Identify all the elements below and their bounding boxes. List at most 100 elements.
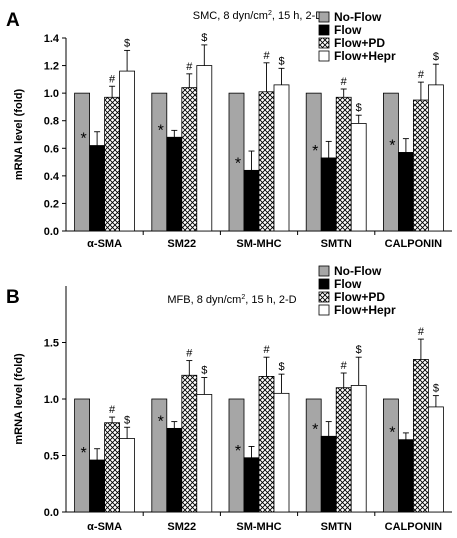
panel-b-ytick-label: 1.0 <box>44 394 59 406</box>
panel-a-category-label: SM-MHC <box>236 238 281 250</box>
panel-a-category-label: α-SMA <box>87 238 122 250</box>
panel-a-ytick-label: 0.0 <box>44 226 59 238</box>
panel-b-legend-flow-hepr-swatch <box>318 304 330 316</box>
panel-b-significance-mark: * <box>389 425 395 442</box>
panel-a-letter: A <box>6 10 20 31</box>
panel-b-significance-mark: # <box>341 360 348 372</box>
panel-a-bar-no-flow <box>228 92 245 232</box>
panel-a-legend-flow-hepr-swatch <box>318 50 330 62</box>
panel-b-bar-no-flow <box>228 398 245 513</box>
panel-b-significance-mark: $ <box>433 383 439 395</box>
panel-b-bar-flow-hepr <box>350 385 367 513</box>
panel-a-bar-flow <box>243 169 260 232</box>
panel-b-bar-flow-pd <box>258 375 275 513</box>
panel-b-bar-flow-pd <box>104 422 120 513</box>
panel-a-bar-no-flow <box>382 92 399 232</box>
panel-b-bar-flow-hepr <box>427 406 444 513</box>
panel-b-bar-flow <box>320 435 337 513</box>
panel-b-significance-mark: * <box>80 445 86 462</box>
panel-a-legend-flow-hepr-label: Flow+Hepr <box>334 49 396 63</box>
panel-a-ytick-label: 1.4 <box>44 33 60 45</box>
panel-a-legend-flow-label: Flow <box>334 23 362 37</box>
panel-a-legend-flow-pd-label: Flow+PD <box>334 36 385 50</box>
panel-a-bar-flow-hepr <box>427 84 444 232</box>
panel-b-significance-mark: $ <box>278 361 284 373</box>
panel-a-bar-flow-hepr <box>196 65 213 232</box>
panel-b-legend-flow-pd-swatch <box>318 291 330 303</box>
panel-a-significance-mark: $ <box>278 55 284 67</box>
panel-a-bar-flow <box>166 136 183 232</box>
panel-b-bar-flow <box>89 459 105 513</box>
panel-a-significance-mark: * <box>389 137 395 154</box>
panel-a-ytick-label: 0.4 <box>44 171 60 183</box>
panel-a-bar-no-flow <box>151 92 168 232</box>
panel-a-ytick-label: 1.2 <box>44 61 59 73</box>
panel-b-significance-mark: * <box>235 443 241 460</box>
panel-b-significance-mark: $ <box>201 365 207 377</box>
panel-b-ylabel: mRNA level (fold) <box>13 353 25 445</box>
panel-b-category-label: SM22 <box>167 521 196 533</box>
panel-a-ytick-label: 0.8 <box>44 116 59 128</box>
panel-b-legend-flow-pd-label: Flow+PD <box>334 290 385 304</box>
panel-b-bar-no-flow <box>74 398 90 513</box>
panel-b-legend-no-flow-swatch <box>318 265 330 277</box>
panel-b-bar-flow-pd <box>335 387 352 513</box>
panel-b-significance-mark: $ <box>124 414 130 426</box>
panel-a-category-label: CALPONIN <box>385 238 443 250</box>
panel-b-ytick-label: 1.5 <box>44 338 59 350</box>
panel-a-significance-mark: * <box>312 143 318 160</box>
panel-b-legend-no-flow-label: No-Flow <box>334 264 382 278</box>
panel-b-significance-mark: * <box>312 421 318 438</box>
panel-b-significance-mark: $ <box>356 344 362 356</box>
panel-a-significance-mark: # <box>418 69 425 81</box>
panel-b-significance-mark: # <box>418 326 425 338</box>
panel-a-category-label: SMTN <box>321 238 352 250</box>
panel-b-bar-no-flow <box>382 398 399 513</box>
panel-a-significance-mark: * <box>80 131 86 148</box>
panel-a-ytick-label: 0.6 <box>44 143 59 155</box>
panel-a-ytick-label: 0.2 <box>44 198 59 210</box>
panel-b-category-label: CALPONIN <box>385 521 443 533</box>
panel-b-bar-flow-hepr <box>119 438 135 513</box>
panel-a-bar-flow-pd <box>181 87 198 232</box>
panel-b-ytick-label: 0.5 <box>44 451 59 463</box>
panel-a-significance-mark: $ <box>201 32 207 44</box>
panel-a-significance-mark: $ <box>433 51 439 63</box>
panel-a-legend-no-flow-label: No-Flow <box>334 10 382 24</box>
panel-a-bar-flow <box>397 152 414 232</box>
panel-a-legend-no-flow-swatch <box>318 11 330 23</box>
panel-a-significance-mark: $ <box>124 37 130 49</box>
panel-a-category-label: SM22 <box>167 238 196 250</box>
panel-a-legend-flow-swatch <box>318 24 330 36</box>
panel-b-bar-flow-hepr <box>196 394 213 513</box>
panel-b-bar-flow-hepr <box>273 392 290 513</box>
panel-a-bar-flow-hepr <box>350 123 367 232</box>
panel-b-legend-flow-swatch <box>318 278 330 290</box>
panel-a-significance-mark: # <box>109 73 116 85</box>
panel-a-bar-flow-pd <box>104 96 120 232</box>
panel-b-ytick-label: 0.0 <box>44 507 59 519</box>
panel-b-bar-no-flow <box>305 398 322 513</box>
panel-a-title: SMC, 8 dyn/cm2, 15 h, 2-D <box>193 10 324 22</box>
panel-a-legend-flow-pd-swatch <box>318 37 330 49</box>
panel-a-bar-no-flow <box>74 92 90 232</box>
panel-a-ylabel: mRNA level (fold) <box>13 89 25 181</box>
panel-a-significance-mark: # <box>341 76 348 88</box>
panel-b-bar-flow <box>397 439 414 513</box>
panel-b-legend-flow-hepr-label: Flow+Hepr <box>334 303 396 317</box>
panel-a-significance-mark: * <box>158 122 164 139</box>
panel-b-legend-flow-label: Flow <box>334 277 362 291</box>
panel-a-ytick-label: 1.0 <box>44 88 59 100</box>
panel-b-significance-mark: # <box>263 344 270 356</box>
panel-a-bar-flow-pd <box>412 99 429 232</box>
panel-b-category-label: SM-MHC <box>236 521 281 533</box>
panel-a-bar-flow-pd <box>258 91 275 232</box>
panel-a-bar-flow-hepr <box>119 70 135 232</box>
panel-a-significance-mark: * <box>235 155 241 172</box>
panel-a-bar-no-flow <box>305 92 322 232</box>
panel-a-bar-flow <box>320 157 337 232</box>
panel-b-letter: B <box>6 287 20 308</box>
panel-b-significance-mark: # <box>109 404 116 416</box>
